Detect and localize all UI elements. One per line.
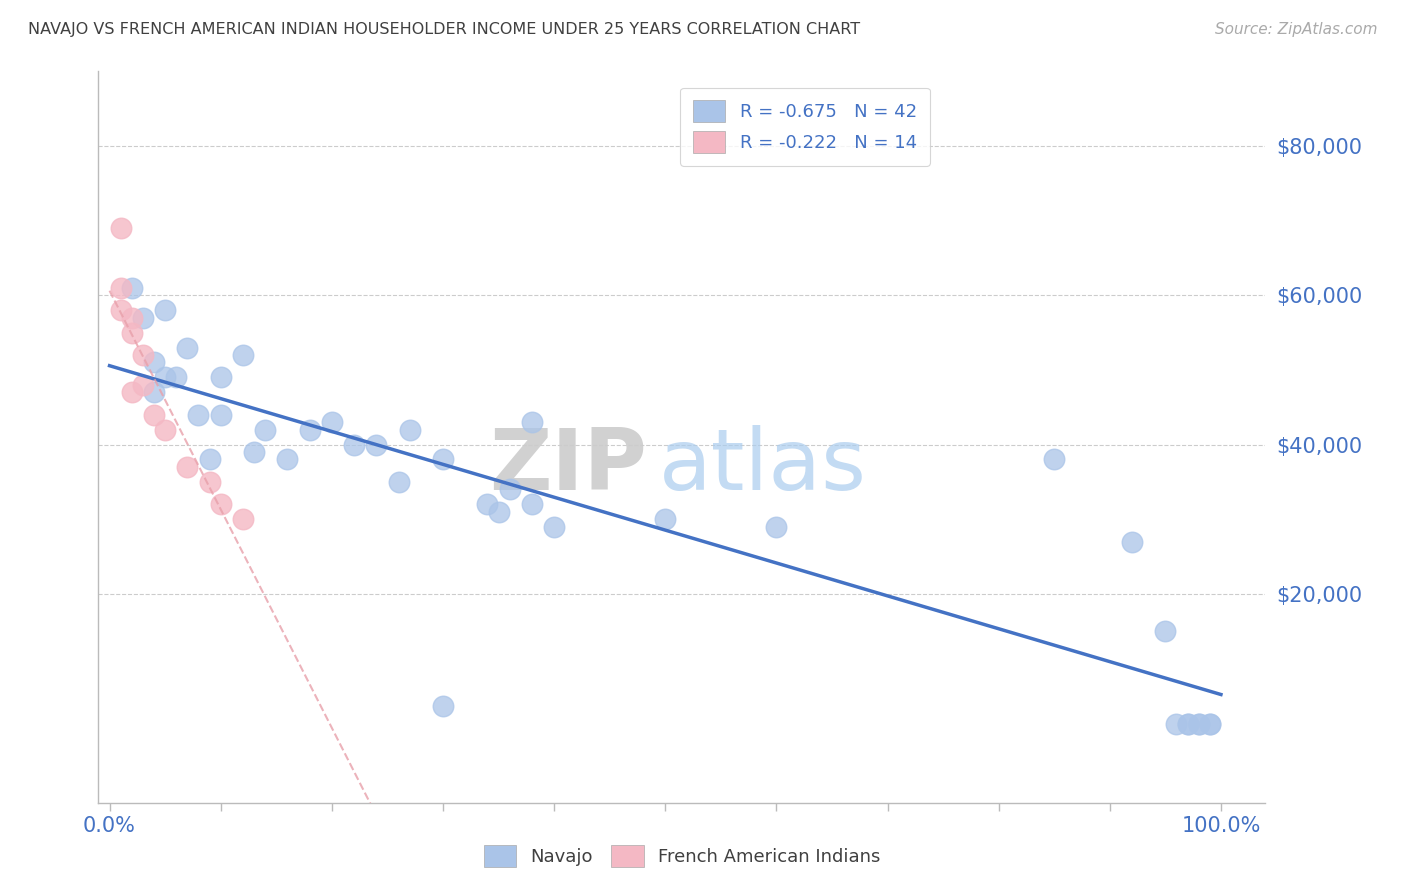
Text: Source: ZipAtlas.com: Source: ZipAtlas.com bbox=[1215, 22, 1378, 37]
Point bbox=[1121, 534, 1143, 549]
Point bbox=[198, 452, 221, 467]
Point bbox=[1043, 452, 1066, 467]
Text: ZIP: ZIP bbox=[489, 425, 647, 508]
Point bbox=[498, 483, 520, 497]
Point bbox=[176, 459, 198, 474]
Point bbox=[121, 385, 143, 400]
Point bbox=[132, 348, 155, 362]
Point bbox=[121, 310, 143, 325]
Point bbox=[132, 310, 155, 325]
Point bbox=[209, 497, 232, 511]
Point bbox=[232, 348, 254, 362]
Point bbox=[543, 519, 565, 533]
Point bbox=[121, 281, 143, 295]
Point bbox=[488, 505, 510, 519]
Point bbox=[209, 408, 232, 422]
Point bbox=[1188, 717, 1211, 731]
Point bbox=[432, 698, 454, 713]
Point bbox=[321, 415, 343, 429]
Point bbox=[176, 341, 198, 355]
Point bbox=[520, 497, 543, 511]
Point bbox=[165, 370, 187, 384]
Legend: Navajo, French American Indians: Navajo, French American Indians bbox=[477, 838, 887, 874]
Point bbox=[143, 408, 166, 422]
Point bbox=[298, 423, 321, 437]
Point bbox=[110, 281, 132, 295]
Point bbox=[432, 452, 454, 467]
Point bbox=[153, 423, 176, 437]
Point bbox=[1154, 624, 1177, 639]
Point bbox=[387, 475, 409, 489]
Point bbox=[132, 377, 155, 392]
Point bbox=[765, 519, 787, 533]
Point bbox=[343, 437, 366, 451]
Point bbox=[1166, 717, 1188, 731]
Point bbox=[1198, 717, 1220, 731]
Point bbox=[1177, 717, 1199, 731]
Point bbox=[477, 497, 499, 511]
Text: atlas: atlas bbox=[658, 425, 866, 508]
Point bbox=[209, 370, 232, 384]
Point bbox=[153, 370, 176, 384]
Point bbox=[254, 423, 277, 437]
Point bbox=[654, 512, 676, 526]
Point bbox=[143, 385, 166, 400]
Point bbox=[198, 475, 221, 489]
Point bbox=[276, 452, 298, 467]
Point bbox=[121, 326, 143, 340]
Point bbox=[187, 408, 209, 422]
Point bbox=[366, 437, 388, 451]
Point bbox=[243, 445, 266, 459]
Text: NAVAJO VS FRENCH AMERICAN INDIAN HOUSEHOLDER INCOME UNDER 25 YEARS CORRELATION C: NAVAJO VS FRENCH AMERICAN INDIAN HOUSEHO… bbox=[28, 22, 860, 37]
Point bbox=[1198, 717, 1220, 731]
Point bbox=[153, 303, 176, 318]
Point bbox=[110, 221, 132, 235]
Point bbox=[398, 423, 420, 437]
Point bbox=[110, 303, 132, 318]
Point bbox=[1188, 717, 1211, 731]
Point bbox=[1177, 717, 1199, 731]
Point bbox=[520, 415, 543, 429]
Point bbox=[143, 355, 166, 369]
Point bbox=[232, 512, 254, 526]
